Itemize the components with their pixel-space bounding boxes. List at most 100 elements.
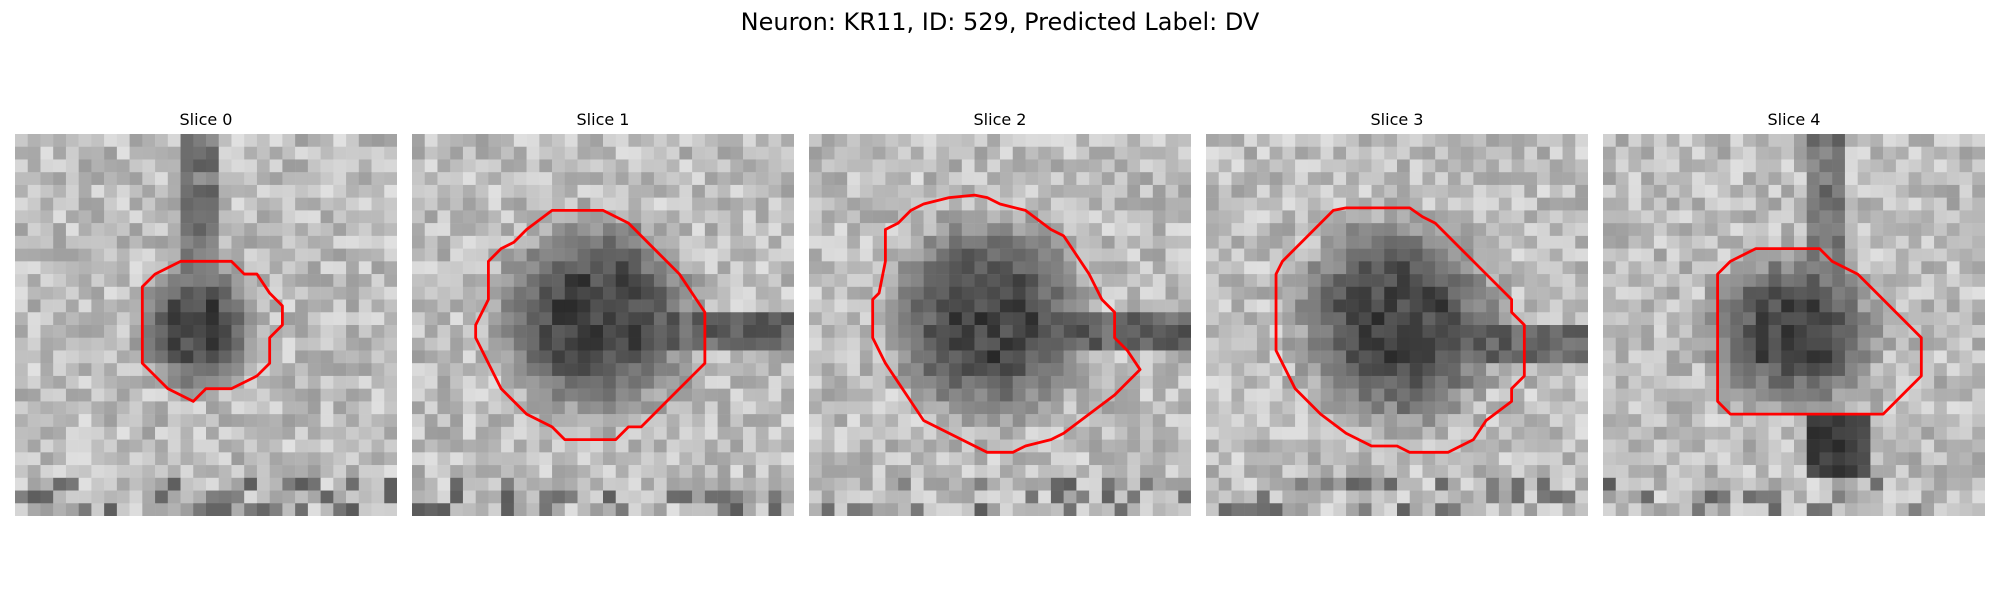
- pixel: [371, 350, 385, 364]
- pixel: [552, 235, 566, 249]
- pixel: [730, 503, 744, 516]
- pixel: [615, 159, 629, 173]
- pixel: [384, 490, 397, 504]
- pixel: [1178, 261, 1191, 275]
- pixel: [231, 184, 245, 198]
- pixel: [1140, 477, 1154, 491]
- pixel: [155, 172, 169, 186]
- pixel: [1615, 172, 1629, 186]
- pixel: [1768, 184, 1782, 198]
- pixel: [821, 401, 835, 415]
- pixel: [1959, 452, 1973, 466]
- pixel: [1946, 337, 1960, 351]
- pixel: [1165, 477, 1179, 491]
- pixel: [1244, 312, 1258, 326]
- pixel: [910, 274, 924, 288]
- pixel: [1384, 248, 1398, 262]
- pixel: [358, 375, 372, 389]
- pixel: [1447, 375, 1461, 389]
- pixel: [1140, 210, 1154, 224]
- pixel: [666, 452, 680, 466]
- pixel: [1870, 414, 1884, 428]
- pixel: [552, 452, 566, 466]
- pixel: [1603, 235, 1616, 249]
- pixel: [180, 235, 194, 249]
- pixel: [1537, 210, 1551, 224]
- pixel: [1320, 452, 1334, 466]
- pixel: [155, 248, 169, 262]
- pixel: [1206, 146, 1219, 160]
- pixel: [104, 439, 118, 453]
- pixel: [526, 401, 540, 415]
- pixel: [307, 490, 321, 504]
- pixel: [1063, 490, 1077, 504]
- pixel: [1000, 312, 1013, 326]
- pixel: [1282, 197, 1296, 211]
- pixel: [437, 503, 451, 516]
- slice-panel-0: Slice 0: [15, 108, 397, 516]
- pixel: [1012, 299, 1026, 313]
- pixel: [1333, 146, 1347, 160]
- pixel: [1641, 401, 1655, 415]
- pixel: [1244, 197, 1258, 211]
- pixel: [1076, 477, 1090, 491]
- pixel: [218, 337, 232, 351]
- pixel: [501, 325, 515, 338]
- pixel: [1346, 337, 1360, 351]
- pixel: [346, 388, 360, 402]
- pixel: [1857, 452, 1871, 466]
- pixel: [424, 337, 438, 351]
- pixel: [1717, 439, 1731, 453]
- pixel: [206, 261, 219, 275]
- pixel: [1127, 452, 1141, 466]
- pixel: [27, 503, 41, 516]
- pixel: [1666, 274, 1680, 288]
- pixel: [590, 375, 604, 389]
- pixel: [1524, 350, 1538, 364]
- pixel: [27, 261, 41, 275]
- pixel: [1537, 197, 1551, 211]
- pixel: [615, 146, 629, 160]
- pixel: [1844, 375, 1858, 389]
- pixel: [371, 375, 385, 389]
- pixel: [1076, 465, 1090, 479]
- pixel: [1730, 325, 1744, 338]
- pixel: [1908, 439, 1922, 453]
- pixel: [1575, 388, 1588, 402]
- pixel: [1025, 350, 1039, 364]
- pixel: [898, 312, 912, 326]
- pixel: [358, 465, 372, 479]
- pixel: [1165, 439, 1179, 453]
- pixel: [1524, 134, 1538, 147]
- pixel: [1562, 286, 1576, 300]
- pixel: [615, 350, 629, 364]
- pixel: [40, 299, 54, 313]
- pixel: [1781, 350, 1795, 364]
- pixel: [1178, 426, 1191, 440]
- pixel: [295, 235, 309, 249]
- pixel: [488, 388, 502, 402]
- pixel: [692, 235, 706, 249]
- pixel: [282, 426, 296, 440]
- pixel: [450, 261, 464, 275]
- pixel: [1844, 248, 1858, 262]
- pixel: [1244, 274, 1258, 288]
- pixel: [1743, 401, 1757, 415]
- pixel: [1857, 235, 1871, 249]
- pixel: [834, 439, 848, 453]
- pixel: [1256, 426, 1270, 440]
- pixel: [320, 337, 334, 351]
- pixel: [462, 375, 476, 389]
- pixel: [129, 286, 143, 300]
- pixel: [1679, 312, 1693, 326]
- pixel: [1140, 274, 1154, 288]
- pixel: [320, 426, 334, 440]
- pixel: [949, 312, 963, 326]
- pixel: [1755, 274, 1769, 288]
- pixel: [898, 490, 912, 504]
- pixel: [1307, 210, 1321, 224]
- pixel: [1743, 375, 1757, 389]
- pixel: [1870, 261, 1884, 275]
- pixel: [1615, 223, 1629, 237]
- pixel: [641, 325, 655, 338]
